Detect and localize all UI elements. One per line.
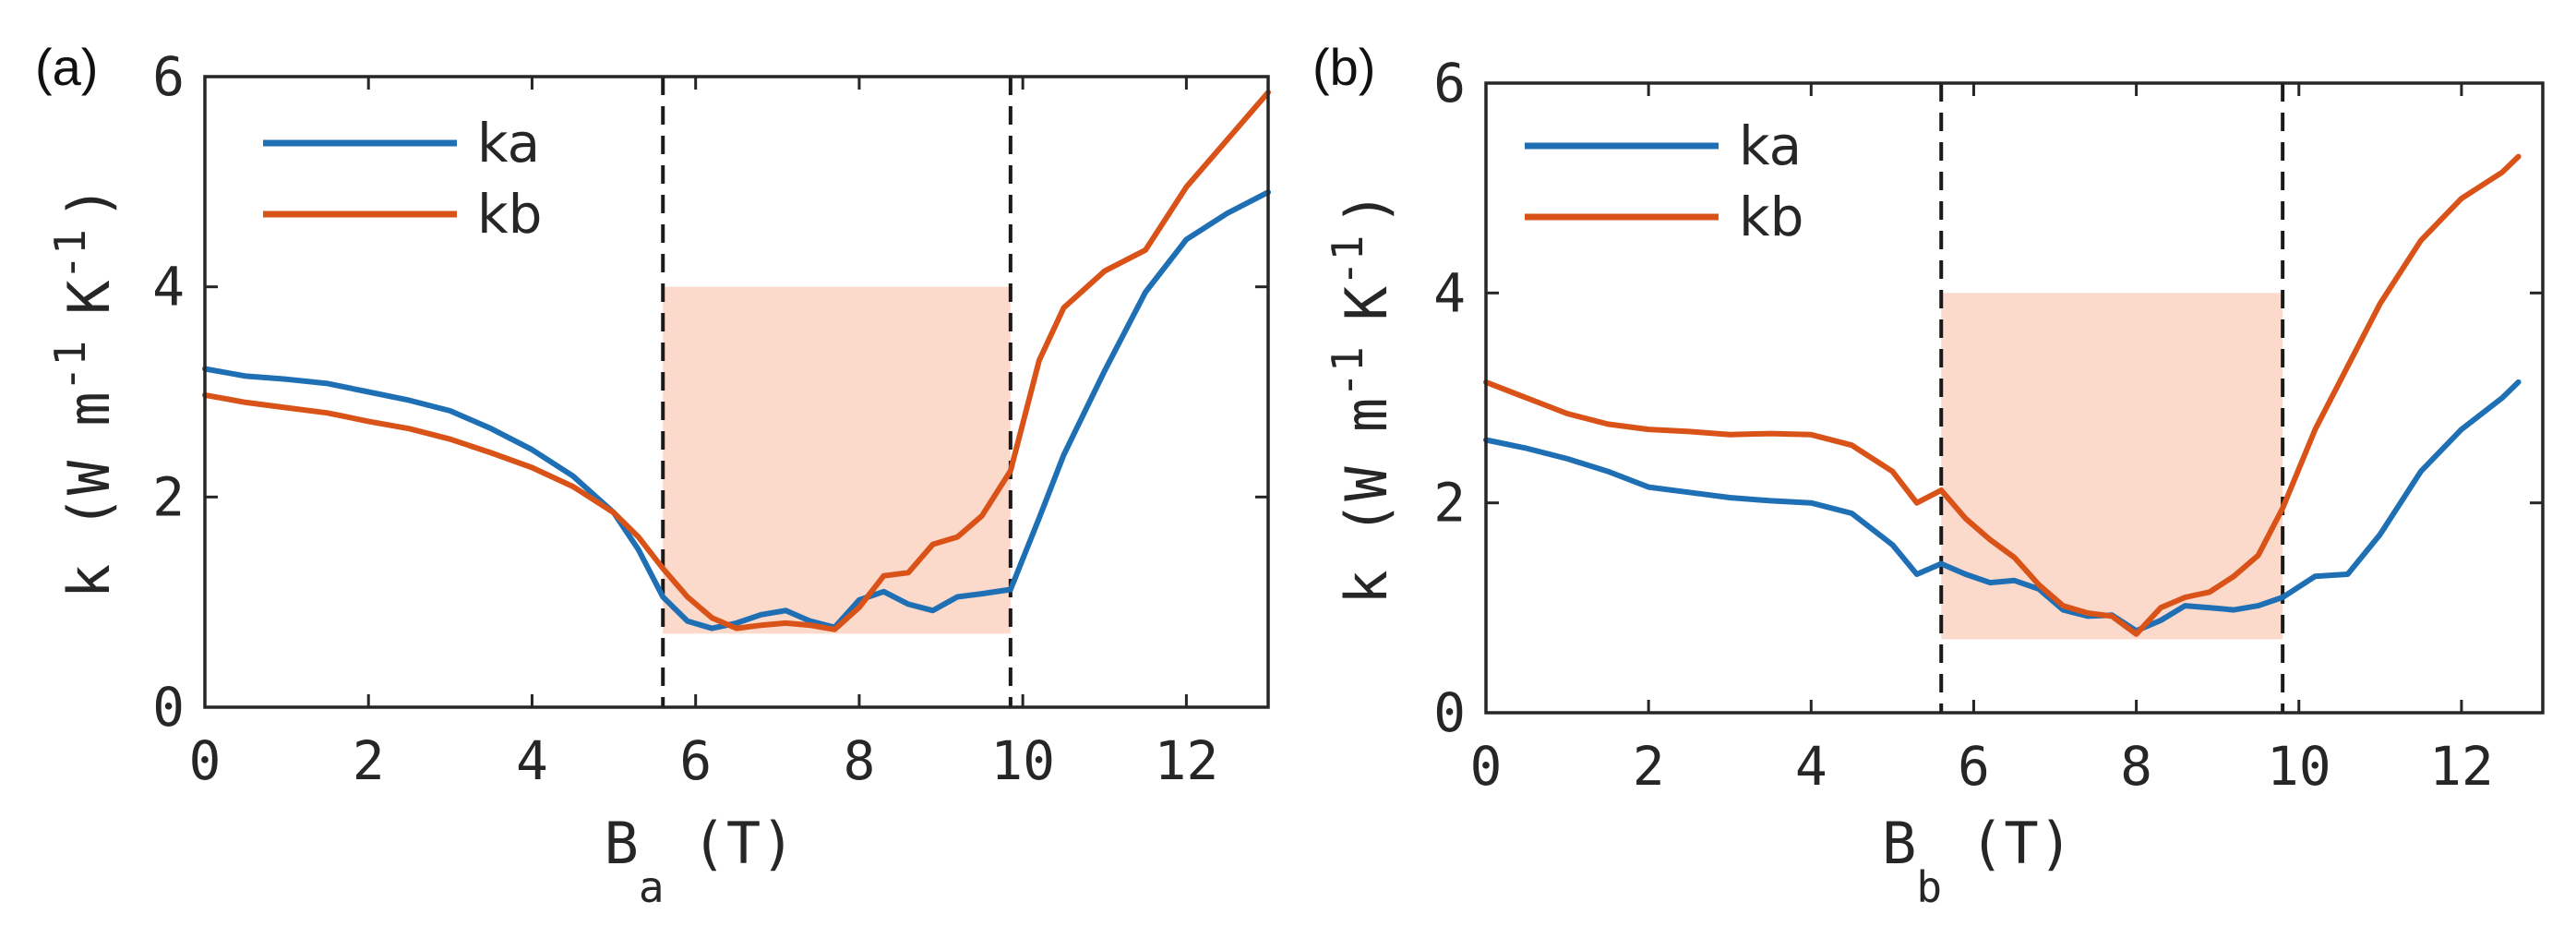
x-tick-label: 6 (679, 729, 712, 792)
x-axis-label-unit: (T) (692, 810, 796, 877)
x-tick-label: 8 (843, 729, 875, 792)
shaded-region (663, 286, 1011, 634)
axes-frame (1484, 81, 2545, 715)
x-axis-label-main: B (1882, 810, 1916, 877)
series-line-kb (1483, 153, 2522, 637)
y-label-main: k (W m (55, 391, 123, 598)
y-tick-label: 6 (1433, 52, 1466, 114)
panel-label: (a) (35, 38, 98, 96)
panel-label: (b) (1312, 38, 1375, 96)
x-tick-label: 6 (1958, 735, 1990, 798)
y-tick-label: 4 (1433, 261, 1466, 324)
x-axis-label: Ba (T) (604, 810, 795, 912)
y-tick-label: 2 (152, 465, 185, 528)
legend-label-kb: kb (477, 183, 542, 246)
x-tick-label: 10 (2267, 735, 2331, 798)
x-tick-label: 0 (1470, 735, 1503, 798)
x-tick-label: 2 (353, 729, 385, 792)
y-label-exp1: -1 (45, 341, 95, 391)
legend-label-ka: ka (1739, 114, 1802, 177)
y-axis-label: k (W m-1K-1) (45, 186, 123, 598)
y-label-exp2: -1 (45, 229, 95, 280)
x-axis-label-sub: a (639, 862, 665, 912)
x-tick-label: 10 (990, 729, 1055, 792)
x-axis-label: Bb (T) (1882, 810, 2073, 912)
x-tick-label: 4 (516, 729, 548, 792)
series-line-ka (1483, 379, 2522, 634)
y-label-close: ) (1333, 191, 1400, 225)
y-label-exp2: -1 (1323, 235, 1372, 286)
series-line-ka (202, 189, 1271, 631)
y-tick-label: 0 (152, 676, 185, 739)
x-tick-label: 12 (1154, 729, 1218, 792)
x-tick-label: 8 (2120, 735, 2152, 798)
y-axis-label: k (W m-1K-1) (1323, 191, 1400, 604)
y-label-mid: K (1333, 285, 1400, 320)
y-tick-label: 2 (1433, 472, 1466, 535)
x-tick-label: 4 (1795, 735, 1827, 798)
x-axis-label-main: B (604, 810, 638, 877)
x-tick-label: 2 (1633, 735, 1665, 798)
axes-frame (203, 75, 1270, 709)
x-axis-label-sub: b (1916, 862, 1942, 912)
legend-label-ka: ka (477, 112, 540, 174)
y-tick-label: 6 (152, 45, 185, 108)
x-tick-label: 12 (2429, 735, 2494, 798)
x-axis-label-unit: (T) (1970, 810, 2073, 877)
y-label-close: ) (55, 186, 123, 220)
y-label-mid: K (55, 280, 123, 315)
x-tick-label: 0 (189, 729, 222, 792)
series-line-kb (202, 90, 1271, 632)
y-tick-label: 0 (1433, 681, 1466, 744)
y-label-main: k (W m (1333, 398, 1400, 605)
legend-label-kb: kb (1739, 186, 1803, 248)
y-label-exp1: -1 (1323, 346, 1372, 397)
y-tick-label: 4 (152, 256, 185, 319)
shaded-region (1941, 293, 2283, 640)
